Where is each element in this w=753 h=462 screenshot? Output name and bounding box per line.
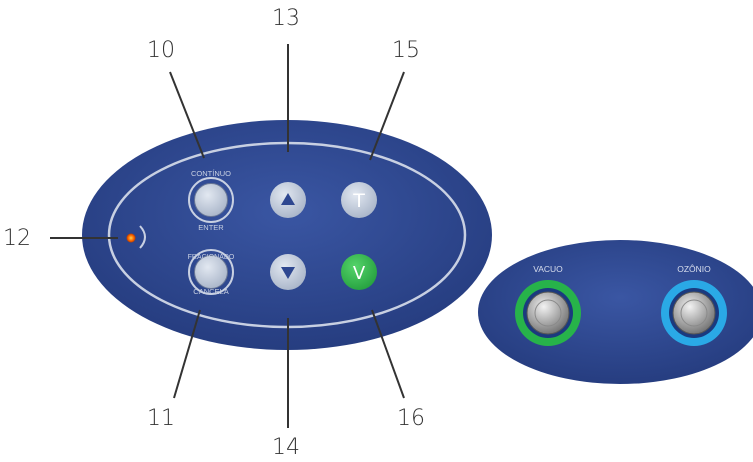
control-panel: CONTÍNUO ENTER FRACIONADO CANCELA T <box>82 120 492 350</box>
control-panel-body <box>82 120 492 350</box>
v-button[interactable]: V <box>341 254 377 290</box>
callout-14: 14 <box>272 435 300 460</box>
down-button[interactable] <box>270 254 306 290</box>
callout-10: 10 <box>147 38 175 63</box>
v-label: V <box>353 263 366 284</box>
up-button[interactable] <box>270 182 306 218</box>
callout-12: 12 <box>3 226 31 251</box>
led-indicator <box>126 225 146 249</box>
callout-16: 16 <box>397 406 425 431</box>
vacuo-label: VACUO <box>533 264 563 274</box>
leader-line-15 <box>369 71 405 161</box>
ozonio-label: OZÔNIO <box>677 264 711 274</box>
leader-line-16 <box>371 309 405 399</box>
leader-line-11 <box>173 309 201 399</box>
triangle-up-icon <box>281 193 295 205</box>
continuo-enter-button[interactable]: CONTÍNUO ENTER <box>188 169 234 232</box>
leader-lines <box>50 44 405 428</box>
enter-label: ENTER <box>198 223 224 232</box>
callout-13: 13 <box>272 6 300 31</box>
fracionado-label: FRACIONADO <box>188 254 235 261</box>
t-button[interactable]: T <box>341 182 377 218</box>
ozonio-switch[interactable]: OZÔNIO <box>661 264 727 346</box>
callout-11: 11 <box>147 406 175 431</box>
switch-panel: VACUO OZÔNIO <box>478 240 753 384</box>
fracionado-cancela-button[interactable]: FRACIONADO CANCELA <box>188 249 235 296</box>
continuo-label: CONTÍNUO <box>191 169 231 178</box>
switch-panel-body <box>478 240 753 384</box>
vacuo-switch[interactable]: VACUO <box>515 264 581 346</box>
cancela-label: CANCELA <box>193 287 228 296</box>
t-label: T <box>352 190 365 212</box>
triangle-down-icon <box>281 267 295 279</box>
callout-15: 15 <box>392 38 420 63</box>
leader-line-10 <box>169 71 205 159</box>
